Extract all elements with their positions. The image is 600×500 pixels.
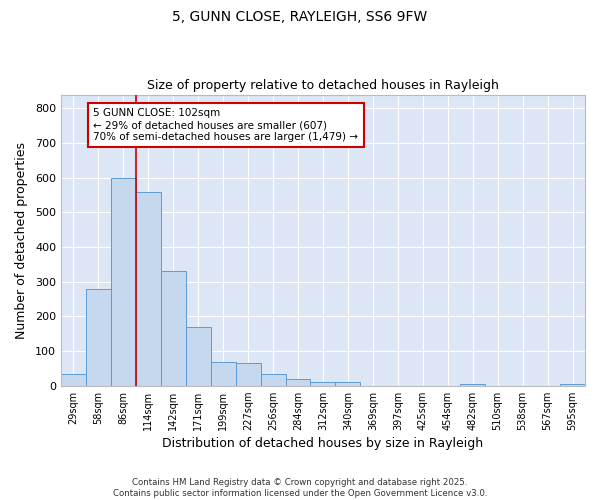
Bar: [186, 327, 211, 386]
Bar: [286, 379, 310, 386]
Text: Contains HM Land Registry data © Crown copyright and database right 2025.
Contai: Contains HM Land Registry data © Crown c…: [113, 478, 487, 498]
Bar: [86, 288, 111, 386]
Text: 5, GUNN CLOSE, RAYLEIGH, SS6 9FW: 5, GUNN CLOSE, RAYLEIGH, SS6 9FW: [172, 10, 428, 24]
Bar: [161, 272, 186, 386]
Bar: [136, 192, 161, 386]
Bar: [310, 382, 335, 386]
Text: 5 GUNN CLOSE: 102sqm
← 29% of detached houses are smaller (607)
70% of semi-deta: 5 GUNN CLOSE: 102sqm ← 29% of detached h…: [94, 108, 358, 142]
Y-axis label: Number of detached properties: Number of detached properties: [15, 142, 28, 338]
Bar: [260, 374, 286, 386]
Bar: [111, 178, 136, 386]
Title: Size of property relative to detached houses in Rayleigh: Size of property relative to detached ho…: [147, 79, 499, 92]
Bar: [236, 363, 260, 386]
Bar: [335, 382, 361, 386]
Bar: [211, 362, 236, 386]
Bar: [61, 374, 86, 386]
Bar: [560, 384, 585, 386]
Bar: [460, 384, 485, 386]
X-axis label: Distribution of detached houses by size in Rayleigh: Distribution of detached houses by size …: [163, 437, 484, 450]
